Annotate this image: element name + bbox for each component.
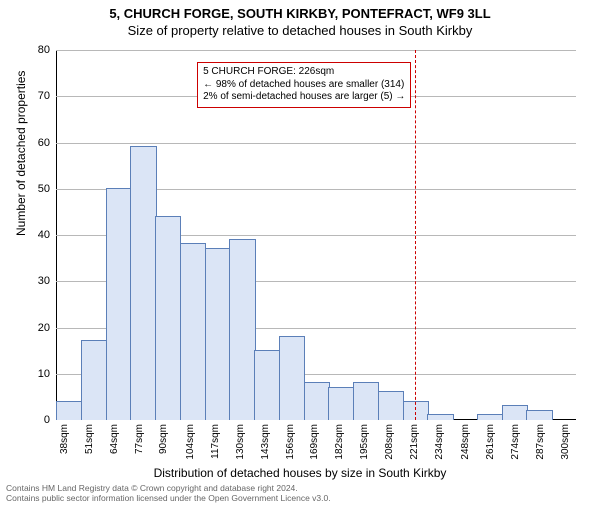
histogram-bar: [526, 410, 552, 420]
x-tick-label: 287sqm: [535, 424, 546, 460]
y-tick-label: 70: [38, 90, 50, 102]
x-tick-label: 221sqm: [409, 424, 420, 460]
histogram-bar: [304, 382, 330, 420]
histogram-bar: [56, 401, 82, 421]
x-tick-label: 182sqm: [334, 424, 345, 460]
x-tick-label: 117sqm: [210, 424, 221, 459]
y-tick-label: 20: [38, 322, 50, 334]
x-tick-label: 169sqm: [309, 424, 320, 460]
y-tick-label: 0: [44, 414, 50, 426]
plot-area: 0102030405060708038sqm51sqm64sqm77sqm90s…: [56, 50, 576, 420]
histogram-bar: [229, 239, 255, 420]
chart-container: 5, CHURCH FORGE, SOUTH KIRKBY, PONTEFRAC…: [0, 6, 600, 506]
x-tick-label: 38sqm: [59, 424, 70, 454]
x-tick-label: 90sqm: [158, 424, 169, 454]
x-tick-label: 130sqm: [235, 424, 246, 460]
histogram-bar: [130, 146, 156, 420]
annotation-line: 5 CHURCH FORGE: 226sqm: [203, 66, 405, 79]
histogram-bar: [378, 391, 404, 420]
x-tick-label: 51sqm: [84, 424, 95, 454]
histogram-bar: [180, 243, 206, 420]
y-tick-label: 40: [38, 229, 50, 241]
x-tick-label: 274sqm: [510, 424, 521, 460]
histogram-bar: [106, 188, 132, 420]
x-tick-label: 64sqm: [109, 424, 120, 454]
y-tick-label: 30: [38, 275, 50, 287]
x-tick-label: 234sqm: [434, 424, 445, 460]
histogram-bar: [81, 340, 107, 420]
footer-line-2: Contains public sector information licen…: [6, 494, 331, 504]
y-tick-label: 80: [38, 44, 50, 56]
histogram-bar: [353, 382, 379, 420]
histogram-bar: [427, 414, 453, 420]
y-tick-label: 60: [38, 137, 50, 149]
x-tick-label: 104sqm: [185, 424, 196, 460]
x-tick-label: 208sqm: [384, 424, 395, 460]
x-tick-label: 248sqm: [460, 424, 471, 460]
footer-attribution: Contains HM Land Registry data © Crown c…: [6, 484, 331, 504]
x-tick-label: 300sqm: [560, 424, 571, 460]
x-tick-label: 143sqm: [260, 424, 271, 460]
histogram-bar: [279, 336, 305, 420]
x-tick-label: 156sqm: [285, 424, 296, 460]
x-axis-label: Distribution of detached houses by size …: [0, 466, 600, 480]
histogram-bar: [155, 216, 181, 421]
histogram-bar: [254, 350, 280, 420]
histogram-bar: [477, 414, 503, 420]
grid-line: [56, 143, 576, 144]
x-tick-label: 195sqm: [359, 424, 370, 460]
chart-subtitle: Size of property relative to detached ho…: [0, 23, 600, 38]
y-tick-label: 50: [38, 183, 50, 195]
histogram-bar: [205, 248, 231, 420]
chart-title: 5, CHURCH FORGE, SOUTH KIRKBY, PONTEFRAC…: [0, 6, 600, 21]
x-tick-label: 77sqm: [134, 424, 145, 454]
x-tick-label: 261sqm: [485, 424, 496, 460]
histogram-bar: [328, 387, 354, 420]
annotation-line: ← 98% of detached houses are smaller (31…: [203, 79, 405, 92]
y-tick-label: 10: [38, 368, 50, 380]
annotation-box: 5 CHURCH FORGE: 226sqm← 98% of detached …: [197, 62, 411, 108]
annotation-line: 2% of semi-detached houses are larger (5…: [203, 91, 405, 104]
grid-line: [56, 50, 576, 51]
reference-line: [415, 50, 416, 420]
histogram-bar: [502, 405, 528, 420]
y-axis-label: Number of detached properties: [14, 71, 28, 236]
